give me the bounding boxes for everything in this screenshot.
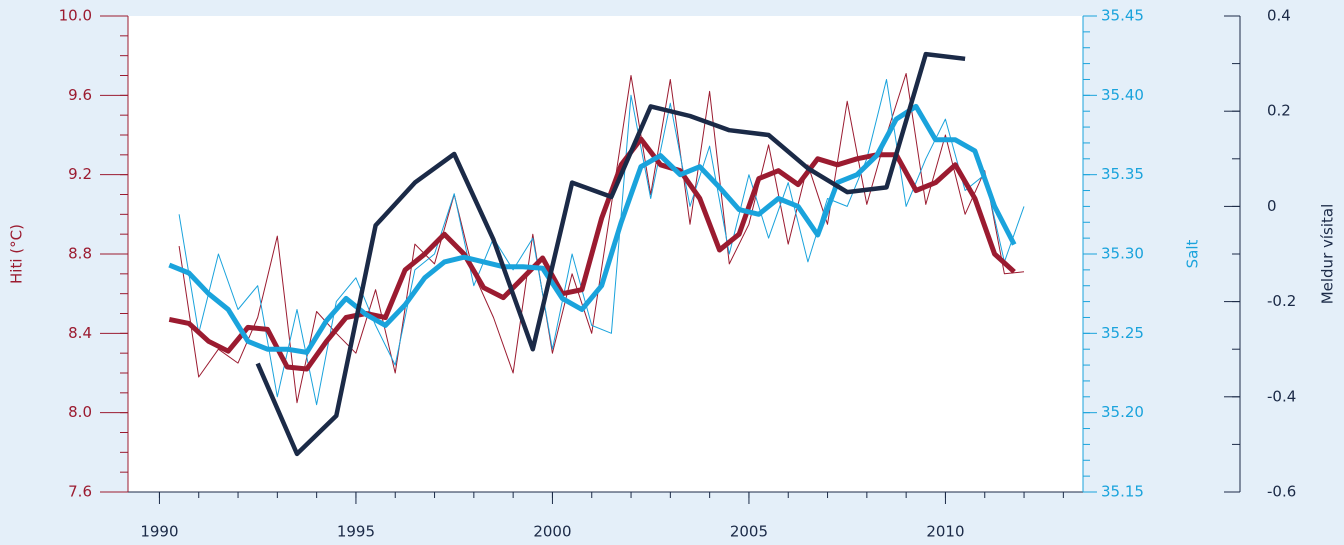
y-tick-label: 9.6 [68, 86, 92, 104]
y2-tick-label: 35.15 [1101, 483, 1144, 501]
y3-tick-label: 0.4 [1267, 7, 1291, 25]
y3-tick-label: -0.2 [1267, 292, 1296, 310]
y3-tick-label: 0.2 [1267, 102, 1291, 120]
y2-tick-label: 35.20 [1101, 403, 1144, 421]
y-tick-label: 7.6 [68, 483, 92, 501]
series-line [255, 51, 966, 457]
x-tick-label: 2000 [533, 523, 571, 541]
x-tick-label: 1995 [337, 523, 375, 541]
x-tick-label: 1990 [140, 523, 178, 541]
y2-axis-title: Salt [1184, 240, 1202, 269]
x-tick-label: 2005 [730, 523, 768, 541]
y2-tick-label: 35.45 [1101, 7, 1144, 25]
y3-axis-title: Meldur vísital [1319, 204, 1337, 305]
plot-area [128, 16, 1083, 492]
y2-tick-label: 35.40 [1101, 86, 1144, 104]
y3-tick-label: 0 [1267, 197, 1277, 215]
x-tick-label: 2010 [926, 523, 964, 541]
y-tick-label: 8.4 [68, 324, 92, 342]
y2-tick-label: 35.30 [1101, 245, 1144, 263]
y-tick-label: 9.2 [68, 165, 92, 183]
y-tick-label: 8.8 [68, 245, 92, 263]
y2-tick-label: 35.25 [1101, 324, 1144, 342]
y2-tick-label: 35.35 [1101, 165, 1144, 183]
series-line [168, 103, 1017, 355]
y-axis-title: Hiti (°C) [8, 224, 26, 284]
series-line [178, 79, 1025, 406]
y-tick-label: 10.0 [59, 7, 92, 25]
y3-tick-label: -0.4 [1267, 387, 1296, 405]
y3-tick-label: -0.6 [1267, 483, 1296, 501]
y-tick-label: 8.0 [68, 403, 92, 421]
